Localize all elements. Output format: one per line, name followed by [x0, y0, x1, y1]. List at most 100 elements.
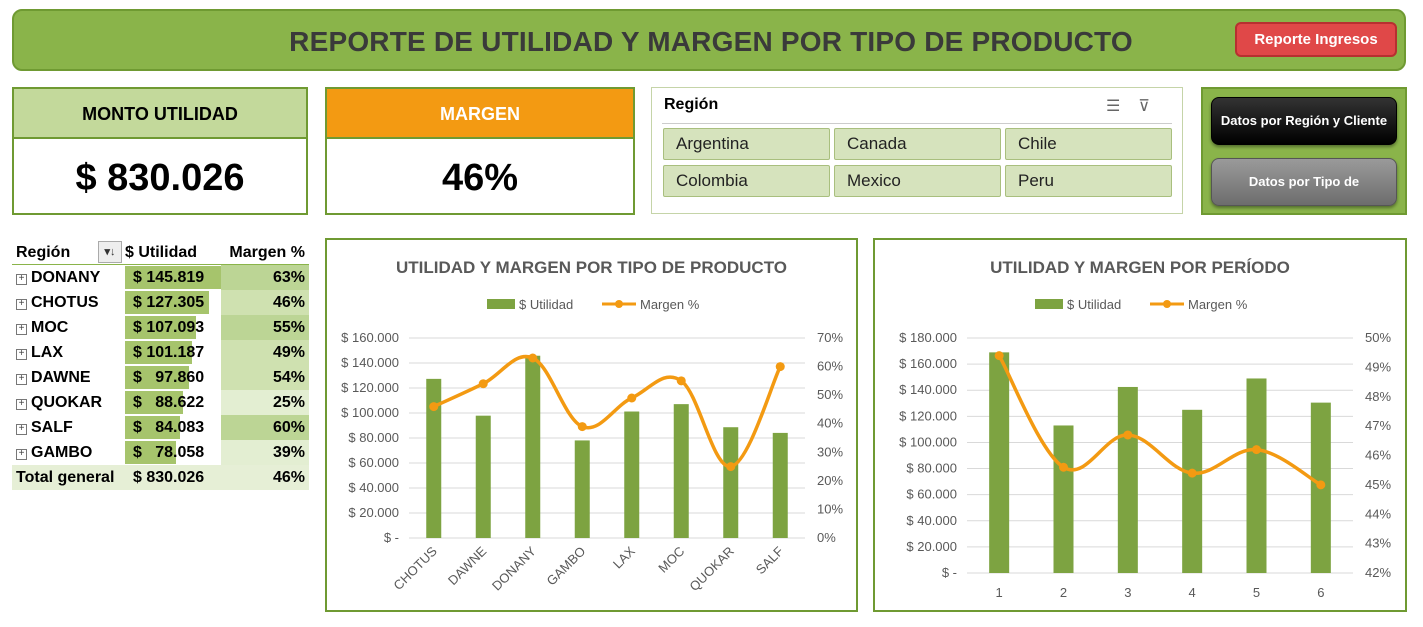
- pivot-total-label: Total general: [16, 469, 115, 486]
- databar: [125, 441, 176, 464]
- kpi-margen-label: MARGEN: [327, 89, 633, 139]
- multi-select-icon[interactable]: ☰: [1105, 98, 1139, 115]
- sort-filter-icon[interactable]: ▾↓: [98, 241, 122, 263]
- expand-icon[interactable]: +: [16, 449, 27, 460]
- pivot-header-row: Región ▾↓ $ Utilidad Margen %: [12, 240, 309, 265]
- expand-icon[interactable]: +: [16, 374, 27, 385]
- clear-filter-icon[interactable]: ⊽: [1138, 98, 1168, 115]
- pivot-row-label[interactable]: + GAMBO: [12, 440, 125, 465]
- y-tick-label: $ 60.000: [906, 487, 957, 502]
- y-tick-label: $ 140.000: [899, 382, 957, 397]
- databar: [125, 266, 221, 289]
- pivot-row-label[interactable]: + MOC: [12, 315, 125, 340]
- slicer-item-chile[interactable]: Chile: [1005, 128, 1172, 160]
- expand-icon[interactable]: +: [16, 424, 27, 435]
- pivot-row-label[interactable]: + SALF: [12, 415, 125, 440]
- pivot-row-label[interactable]: + LAX: [12, 340, 125, 365]
- x-tick-label: 5: [1253, 585, 1260, 600]
- margen-heat-cell: [221, 415, 309, 440]
- slicer-item-argentina[interactable]: Argentina: [663, 128, 830, 160]
- pivot-row-margen: 49%: [221, 340, 309, 365]
- y-tick-label: $ 160.000: [341, 330, 399, 345]
- pivot-row-margen: 54%: [221, 365, 309, 390]
- kpi-margen-value: 46%: [441, 157, 519, 199]
- datos-region-cliente-button[interactable]: Datos por Región y Cliente: [1211, 97, 1397, 145]
- y-tick-label: $ 80.000: [906, 461, 957, 476]
- pivot-row-label[interactable]: + QUOKAR: [12, 390, 125, 415]
- y-tick-label: $ 40.000: [906, 513, 957, 528]
- expand-icon[interactable]: +: [16, 299, 27, 310]
- pivot-row: + MOC $ 107.093 55%: [12, 315, 309, 340]
- x-tick-label: 2: [1060, 585, 1067, 600]
- legend-line-marker: [615, 300, 623, 308]
- slicer-item-colombia[interactable]: Colombia: [663, 165, 830, 197]
- y-tick-label: $ 180.000: [899, 330, 957, 345]
- bar: [1246, 378, 1267, 573]
- databar: [125, 316, 196, 339]
- expand-icon[interactable]: +: [16, 399, 27, 410]
- y2-tick-label: 50%: [817, 387, 843, 402]
- y-tick-label: $ 40.000: [348, 480, 399, 495]
- margen-line: [997, 354, 1322, 487]
- slicer-title: Región: [664, 96, 719, 113]
- margen-heat-cell: [221, 440, 309, 465]
- y-tick-label: $ 20.000: [348, 505, 399, 520]
- x-tick-label: CHOTUS: [390, 543, 440, 593]
- datos-tipo-button[interactable]: Datos por Tipo de: [1211, 158, 1397, 206]
- chart-utilidad-periodo: UTILIDAD Y MARGEN POR PERÍODO $ Utilidad M…: [873, 238, 1407, 612]
- pivot-row: + SALF $ 84.083 60%: [12, 415, 309, 440]
- y2-tick-label: 30%: [817, 444, 843, 459]
- y-tick-label: $ 100.000: [341, 405, 399, 420]
- pivot-row-label[interactable]: + CHOTUS: [12, 290, 125, 315]
- line-point: [478, 379, 488, 389]
- bar: [1182, 409, 1203, 573]
- pivot-row: + CHOTUS $ 127.305 46%: [12, 290, 309, 315]
- line-point: [775, 362, 785, 372]
- databar: [125, 341, 192, 364]
- y2-tick-label: 46%: [1365, 448, 1391, 463]
- reporte-ingresos-button[interactable]: Reporte Ingresos: [1235, 22, 1397, 57]
- x-tick-label: 1: [996, 585, 1003, 600]
- kpi-utilidad-value: $ 830.026: [75, 157, 245, 199]
- x-tick-label: LAX: [610, 543, 638, 571]
- expand-icon[interactable]: +: [16, 324, 27, 335]
- pivot-row: + LAX $ 101.187 49%: [12, 340, 309, 365]
- pivot-row-utilidad: $ 84.083: [125, 415, 221, 440]
- x-tick-label: QUOKAR: [686, 544, 736, 594]
- line-point: [1316, 480, 1326, 490]
- pivot-row-utilidad: $ 101.187: [125, 340, 221, 365]
- bar: [426, 378, 442, 538]
- slicer-item-mexico[interactable]: Mexico: [834, 165, 1001, 197]
- pivot-row-margen: 46%: [221, 290, 309, 315]
- legend-item: $ Utilidad: [519, 297, 573, 312]
- pivot-row-label[interactable]: + DAWNE: [12, 365, 125, 390]
- x-tick-label: 4: [1189, 585, 1196, 600]
- slicer-item-peru[interactable]: Peru: [1005, 165, 1172, 197]
- y2-tick-label: 40%: [817, 416, 843, 431]
- bar: [772, 432, 788, 538]
- expand-icon[interactable]: +: [16, 274, 27, 285]
- y2-tick-label: 0%: [817, 530, 836, 545]
- slicer-item-canada[interactable]: Canada: [834, 128, 1001, 160]
- y2-tick-label: 45%: [1365, 477, 1391, 492]
- slicer-divider: [662, 123, 1172, 124]
- kpi-margen: MARGEN 46%: [325, 87, 635, 215]
- y-tick-label: $ 120.000: [341, 380, 399, 395]
- y2-tick-label: 70%: [817, 330, 843, 345]
- line-point: [676, 376, 686, 386]
- pivot-row-utilidad: $ 88.622: [125, 390, 221, 415]
- expand-icon[interactable]: +: [16, 349, 27, 360]
- title-bar: REPORTE DE UTILIDAD Y MARGEN POR TIPO DE…: [12, 9, 1406, 71]
- pivot-total-margen: 46%: [272, 469, 305, 486]
- y2-tick-label: 50%: [1365, 330, 1391, 345]
- pivot-row-label[interactable]: + DONANY: [12, 265, 125, 290]
- margen-heat-cell: [221, 315, 309, 340]
- y-tick-label: $ 120.000: [899, 408, 957, 423]
- line-point: [577, 422, 587, 432]
- x-tick-label: DONANY: [489, 543, 539, 593]
- line-point: [429, 402, 439, 412]
- legend-item: Margen %: [640, 297, 700, 312]
- page-title: REPORTE DE UTILIDAD Y MARGEN POR TIPO DE…: [289, 26, 1133, 57]
- y2-tick-label: 44%: [1365, 506, 1391, 521]
